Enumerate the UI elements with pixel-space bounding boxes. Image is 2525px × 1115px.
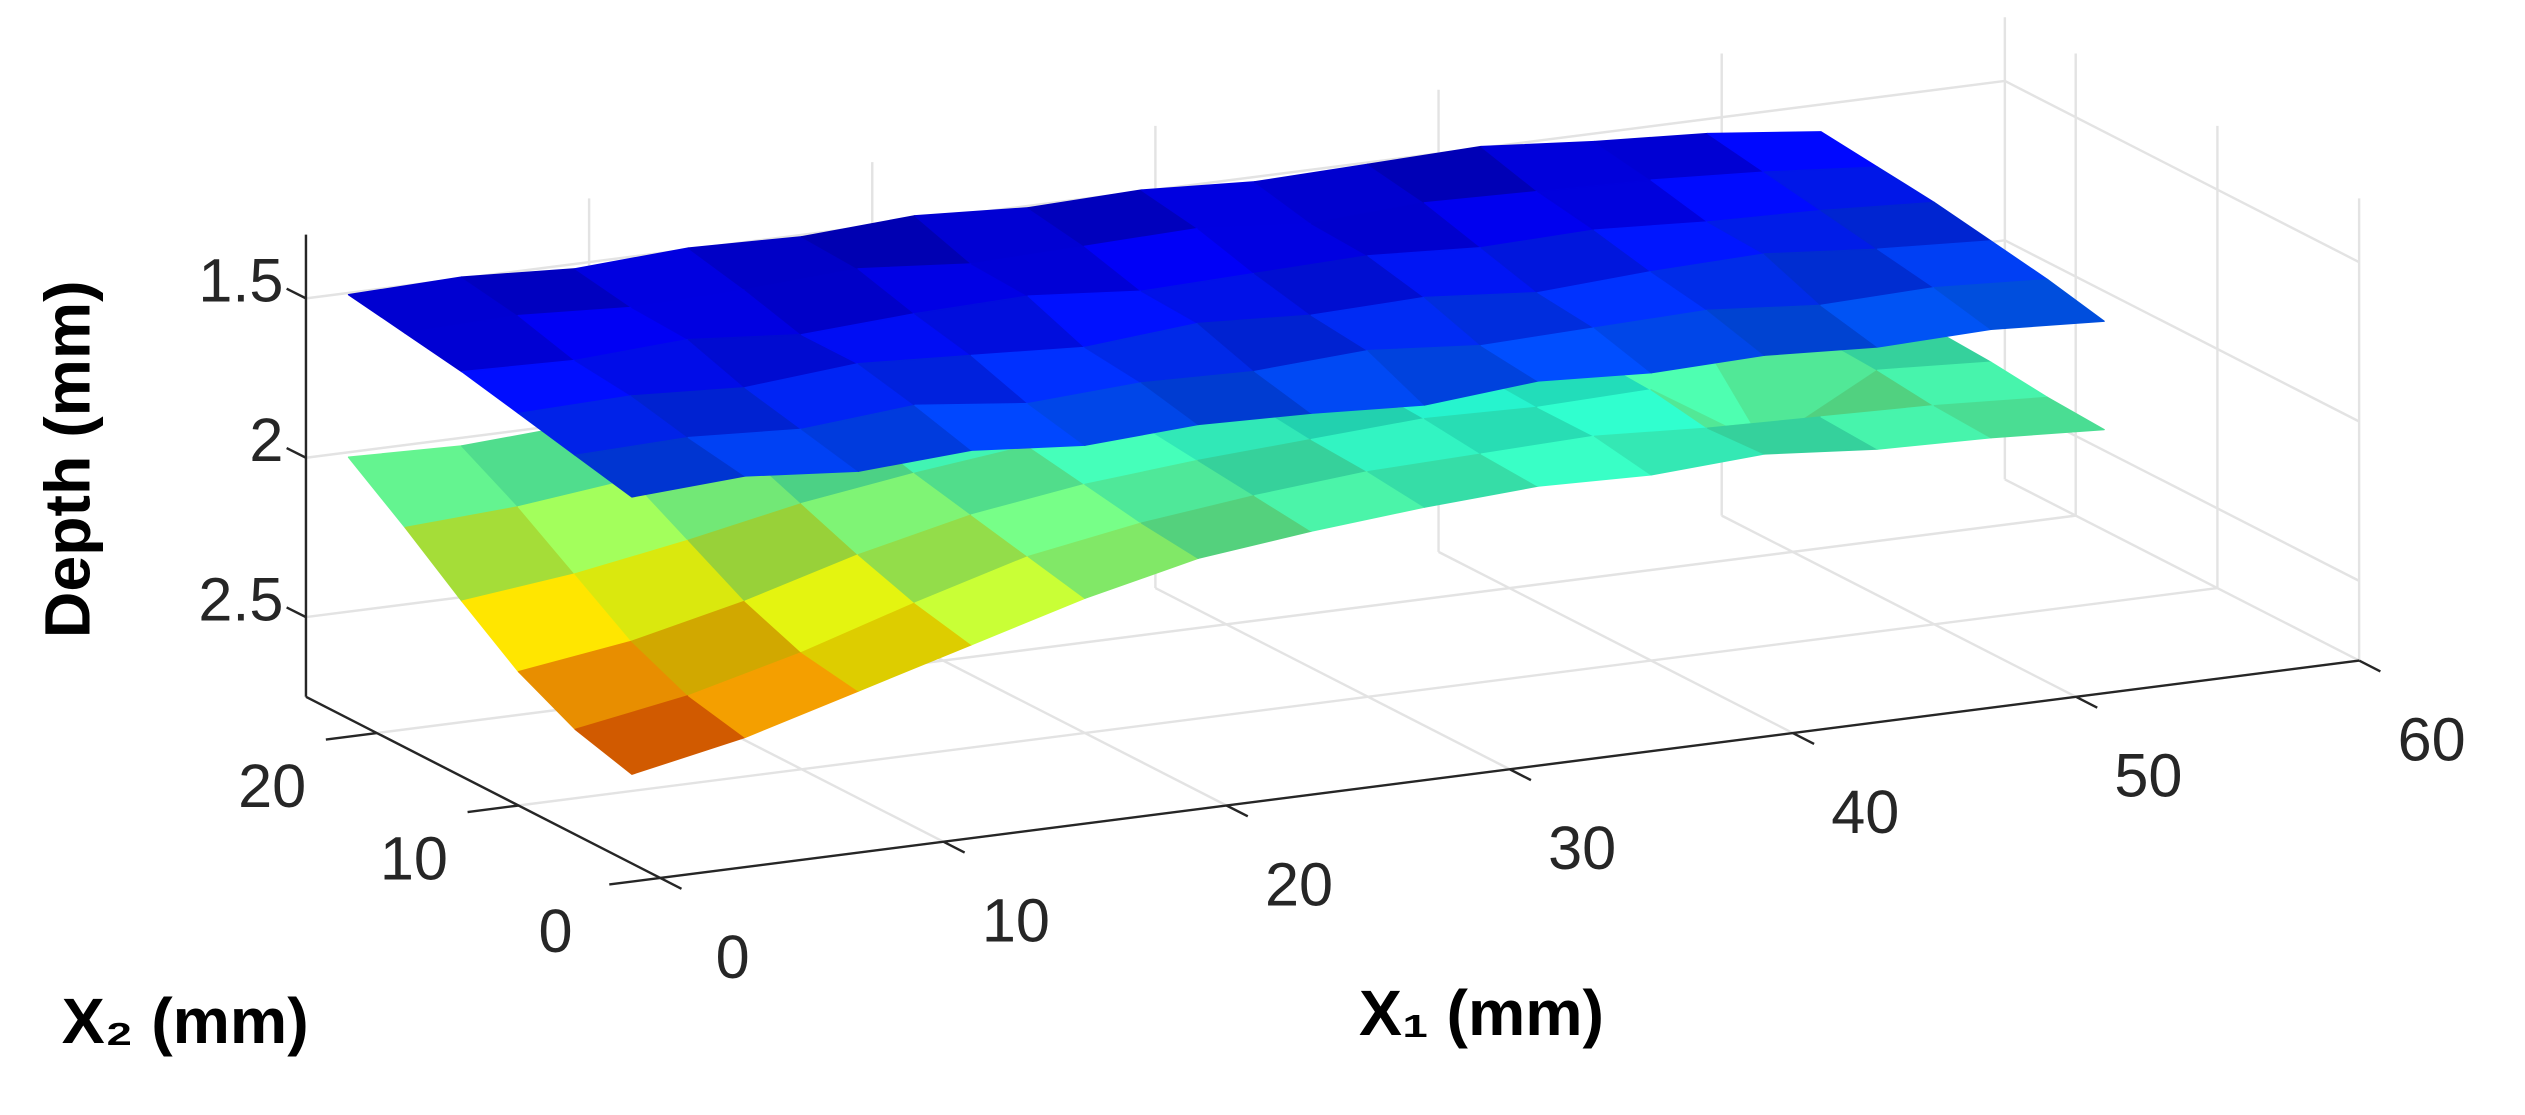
- grid-line: [2004, 79, 2360, 264]
- x-tick: [1225, 804, 1249, 818]
- z-axis-title: Depth (mm): [31, 280, 103, 638]
- grid-line: [2004, 478, 2360, 662]
- grid-line: [2004, 239, 2360, 423]
- y-tick-label: 20: [238, 752, 306, 820]
- z-tick: [286, 287, 307, 300]
- y-tick: [609, 876, 661, 886]
- z-tick: [286, 606, 307, 619]
- y-axis-line: [305, 695, 661, 880]
- x-tick-label: 10: [982, 887, 1050, 955]
- grid-line: [518, 586, 2218, 807]
- y-tick-label: 0: [539, 897, 573, 965]
- x-tick-label: 50: [2114, 742, 2182, 810]
- x-tick: [2075, 695, 2098, 709]
- grid-line: [1721, 514, 2077, 698]
- x-tick-label: 0: [716, 923, 750, 991]
- y-axis-title: X₂ (mm): [62, 985, 309, 1057]
- x-tick: [942, 840, 966, 854]
- surface-patch: [1933, 396, 2105, 439]
- x-tick-label: 60: [2398, 705, 2466, 773]
- x-tick: [1792, 731, 1815, 745]
- x-tick-label: 30: [1548, 814, 1616, 882]
- surfaces: [347, 131, 2105, 775]
- z-tick-label: 1.5: [198, 247, 283, 315]
- x-tick: [659, 876, 683, 890]
- z-tick-label: 2: [249, 406, 283, 474]
- y-tick: [467, 804, 519, 814]
- axes: 0 10 20 30 40 50 60 0 10 20 1.5 2 2.5: [198, 234, 2466, 991]
- x-tick-label: 20: [1265, 850, 1333, 918]
- x-axis-title: X₁ (mm): [1359, 977, 1604, 1049]
- x-tick: [1509, 768, 1532, 782]
- z-tick: [286, 447, 307, 459]
- x-tick: [2358, 659, 2381, 673]
- grid-line: [1154, 587, 1511, 771]
- y-tick-label: 10: [380, 825, 448, 893]
- surface-patch: [1933, 278, 2105, 330]
- x-axis-line: [660, 659, 2360, 880]
- z-tick-label: 2.5: [198, 565, 283, 633]
- y-tick: [325, 731, 377, 741]
- grid-line: [1438, 550, 1794, 735]
- x-tick-label: 40: [1831, 778, 1899, 846]
